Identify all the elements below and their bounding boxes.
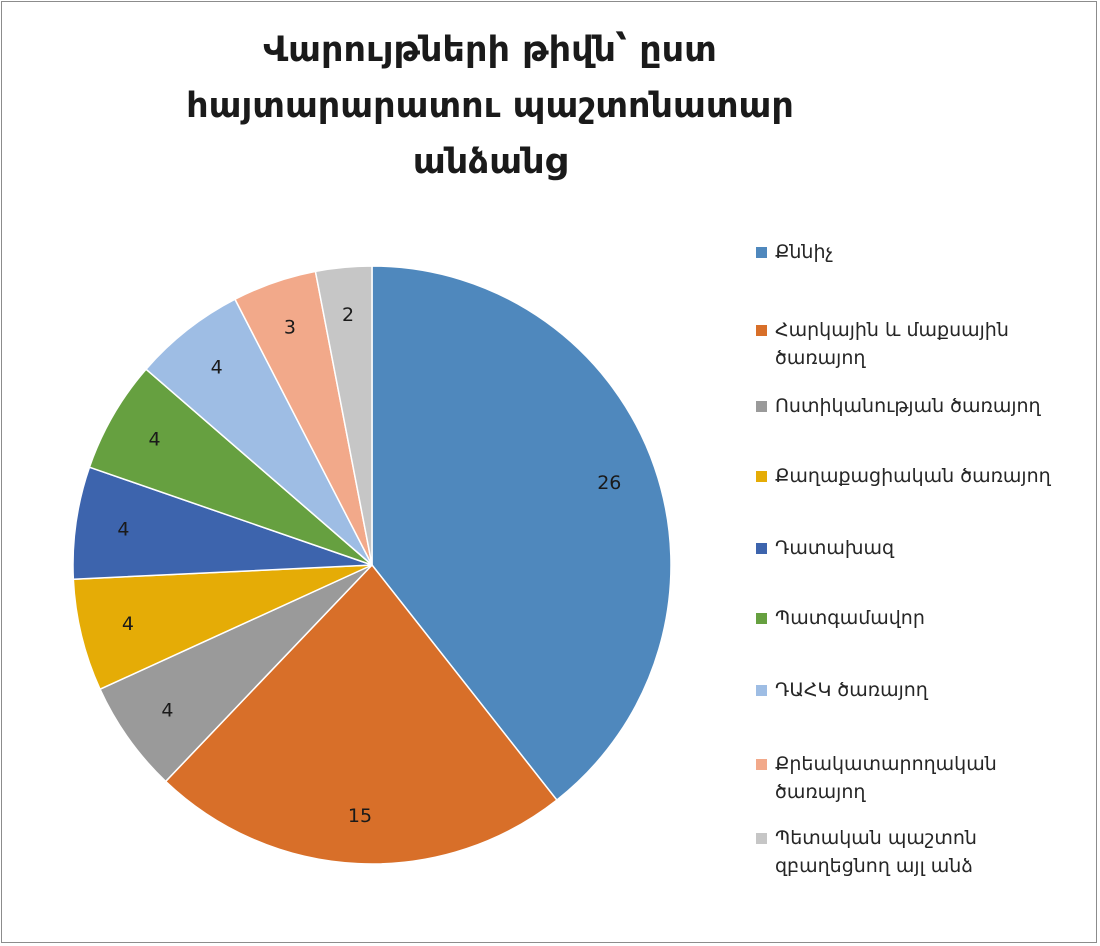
legend-item-5: Դատախազ bbox=[756, 534, 1076, 562]
legend-item-7: ԴԱՀԿ ծառայող bbox=[756, 676, 1076, 704]
chart-title: Վարույթների թիվն՝ ըստ հայտարարատու պաշտո… bbox=[150, 22, 830, 190]
data-label-7: 4 bbox=[211, 357, 223, 379]
legend-label-9: Պետական պաշտոն զբաղեցնող այլ անձ bbox=[775, 827, 977, 877]
legend-swatch-7 bbox=[756, 685, 767, 696]
chart-title-line-2: հայտարարատու պաշտոնատար bbox=[186, 86, 794, 126]
data-label-3: 4 bbox=[161, 700, 173, 722]
legend-item-1: Քննիչ bbox=[756, 238, 1076, 266]
data-label-2: 15 bbox=[348, 805, 372, 827]
legend-item-6: Պատգամավոր bbox=[756, 604, 1076, 632]
legend-label-8: Քրեակատարողական ծառայող bbox=[775, 753, 997, 803]
legend-label-4: Քաղաքացիական ծառայող bbox=[775, 465, 1051, 487]
legend-item-8: Քրեակատարողական ծառայող bbox=[756, 750, 1076, 806]
pie-chart: 26 15 4 4 4 4 4 3 2 bbox=[72, 265, 672, 865]
data-label-8: 3 bbox=[284, 317, 296, 339]
legend-item-3: Ոստիկանության ծառայող bbox=[756, 392, 1076, 420]
chart-title-line-1: Վարույթների թիվն՝ ըստ bbox=[263, 30, 717, 70]
legend-swatch-3 bbox=[756, 401, 767, 412]
legend-swatch-1 bbox=[756, 247, 767, 258]
legend-label-3: Ոստիկանության ծառայող bbox=[775, 395, 1041, 417]
data-label-5: 4 bbox=[117, 518, 129, 540]
chart-title-line-3: անձանց bbox=[412, 142, 568, 182]
data-label-6: 4 bbox=[148, 428, 160, 450]
legend-item-9: Պետական պաշտոն զբաղեցնող այլ անձ bbox=[756, 824, 1076, 880]
data-label-1: 26 bbox=[597, 472, 621, 494]
legend-swatch-6 bbox=[756, 613, 767, 624]
data-label-9: 2 bbox=[342, 304, 354, 326]
legend-swatch-2 bbox=[756, 325, 767, 336]
legend-swatch-9 bbox=[756, 833, 767, 844]
legend-item-2: Հարկային և մաքսային ծառայող bbox=[756, 316, 1076, 372]
pie-slice-2 bbox=[164, 563, 558, 865]
legend-label-7: ԴԱՀԿ ծառայող bbox=[775, 679, 928, 701]
data-label-4: 4 bbox=[122, 613, 134, 635]
pie-slices bbox=[72, 265, 672, 865]
legend-swatch-8 bbox=[756, 759, 767, 770]
legend-label-6: Պատգամավոր bbox=[775, 607, 925, 629]
legend-swatch-4 bbox=[756, 471, 767, 482]
legend-label-5: Դատախազ bbox=[775, 537, 895, 559]
legend-swatch-5 bbox=[756, 543, 767, 554]
legend-label-1: Քննիչ bbox=[775, 241, 834, 263]
pie-data-labels: 26 15 4 4 4 4 4 3 2 bbox=[117, 304, 621, 827]
legend-label-2: Հարկային և մաքսային ծառայող bbox=[775, 319, 1009, 369]
legend-item-4: Քաղաքացիական ծառայող bbox=[756, 462, 1076, 490]
pie-slice-1 bbox=[371, 265, 672, 802]
pie-slice-9 bbox=[314, 265, 373, 566]
